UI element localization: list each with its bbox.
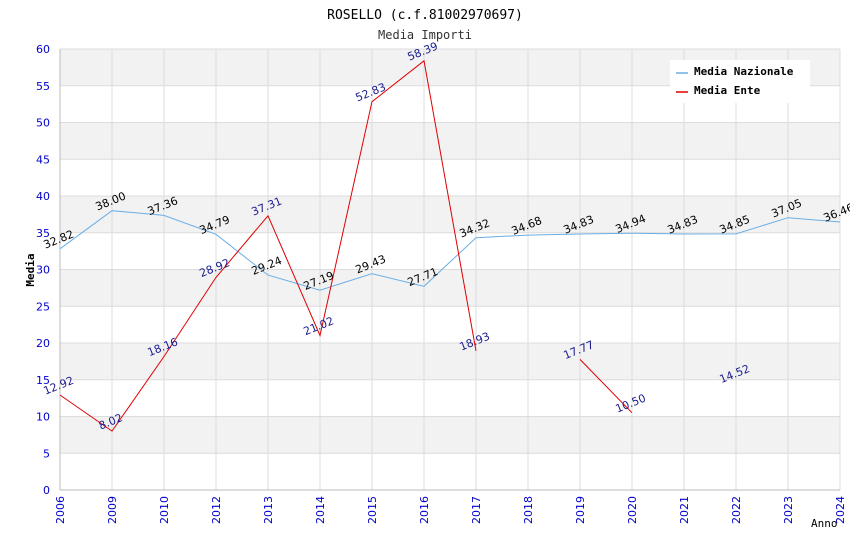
x-tick-label: 2021 xyxy=(678,496,691,524)
y-tick-label: 20 xyxy=(36,337,50,350)
y-tick-label: 30 xyxy=(36,264,50,277)
band-25 xyxy=(60,269,840,307)
y-tick-label: 10 xyxy=(36,411,50,424)
x-tick-label: 2022 xyxy=(730,496,743,524)
chart-axes xyxy=(59,49,840,491)
y-tick-label: 0 xyxy=(43,484,50,497)
chart-subtitle: Media Importi xyxy=(378,28,472,42)
y-axis-ticks: 0 5 10 15 20 25 30 35 40 45 50 55 60 xyxy=(36,43,50,497)
x-tick-label: 2009 xyxy=(106,496,119,524)
y-tick-label: 55 xyxy=(36,80,50,93)
data-label-media-ente: 21.02 xyxy=(302,314,336,338)
x-tick-label: 2024 xyxy=(834,496,847,524)
band-35 xyxy=(60,196,840,233)
x-axis-ticks: 2006 2009 2010 2012 2013 2014 2015 2016 2017 2018… xyxy=(54,496,847,524)
legend-box xyxy=(670,60,810,103)
legend: Media Nazionale Media Ente xyxy=(670,60,810,103)
x-tick-label: 2017 xyxy=(470,496,483,524)
y-tick-label: 45 xyxy=(36,153,50,166)
series-line-media-ente xyxy=(59,59,477,432)
x-axis-label: Anno xyxy=(811,517,838,530)
chart-bands xyxy=(60,49,840,454)
y-tick-label: 60 xyxy=(36,43,50,56)
chart-title: ROSELLO (c.f.81002970697) xyxy=(327,8,523,23)
x-tick-label: 2010 xyxy=(158,496,171,524)
x-tick-label: 2013 xyxy=(262,496,275,524)
x-tick-label: 2014 xyxy=(314,496,327,524)
x-tick-label: 2015 xyxy=(366,496,379,524)
series-line-media-nazionale xyxy=(59,210,841,291)
legend-label-media-ente: Media Ente xyxy=(694,84,761,97)
band-5 xyxy=(60,416,840,454)
x-tick-label: 2006 xyxy=(54,496,67,524)
x-tick-label: 2023 xyxy=(782,496,795,524)
y-tick-label: 5 xyxy=(43,447,50,460)
y-tick-label: 25 xyxy=(36,300,50,313)
legend-label-media-nazionale: Media Nazionale xyxy=(694,65,794,78)
chart-series xyxy=(59,59,841,432)
y-tick-label: 35 xyxy=(36,227,50,240)
x-tick-label: 2016 xyxy=(418,496,431,524)
band-45 xyxy=(60,122,840,160)
y-tick-label: 40 xyxy=(36,190,50,203)
band-15 xyxy=(60,343,840,380)
series-line-media-ente xyxy=(579,359,633,414)
y-axis-label: Media xyxy=(24,253,37,286)
y-tick-label: 50 xyxy=(36,117,50,130)
x-tick-label: 2018 xyxy=(522,496,535,524)
x-tick-label: 2019 xyxy=(574,496,587,524)
x-tick-label: 2020 xyxy=(626,496,639,524)
y-tick-label: 15 xyxy=(36,374,50,387)
x-tick-label: 2012 xyxy=(210,496,223,524)
